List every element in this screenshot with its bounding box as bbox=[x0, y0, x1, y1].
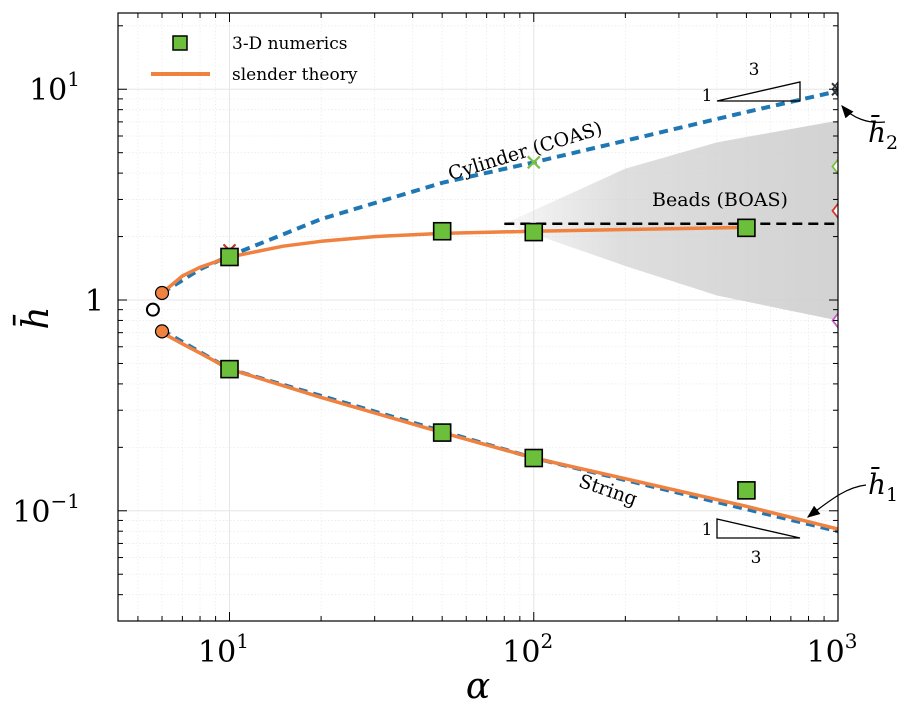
label-h1-sub: 1 bbox=[886, 484, 898, 506]
legend-label-theory: slender theory bbox=[232, 65, 358, 85]
data-markers bbox=[145, 81, 838, 500]
y-axis-title: h̄ bbox=[13, 306, 57, 329]
marker-diamond bbox=[831, 158, 838, 175]
y-tick-label: 10−1 bbox=[12, 489, 80, 530]
arrow-h2 bbox=[841, 105, 886, 124]
numerics-point bbox=[220, 359, 239, 379]
y-tick-label-base: 1 bbox=[85, 284, 104, 319]
x-tick-label-base: 10 bbox=[198, 635, 236, 670]
plot-background bbox=[118, 13, 838, 621]
label-h2-base: h̄ bbox=[868, 114, 886, 149]
x-tick-label-exp: 2 bbox=[540, 629, 553, 653]
slope-upper-run: 3 bbox=[749, 60, 760, 80]
series-lines bbox=[160, 89, 838, 534]
marker-x bbox=[526, 155, 541, 170]
x-tick-label-exp: 3 bbox=[845, 629, 858, 653]
x-tick-label-base: 10 bbox=[807, 635, 845, 670]
shaded-region bbox=[504, 120, 838, 321]
marker-circle bbox=[154, 285, 170, 301]
x-tick-label: 103 bbox=[807, 629, 858, 670]
slope-upper-rise: 1 bbox=[702, 86, 713, 106]
label-h1-text: h̄1 bbox=[868, 466, 898, 506]
x-axis-title: α bbox=[466, 666, 490, 705]
marker-diamond bbox=[831, 202, 838, 220]
numerics-point bbox=[220, 247, 239, 267]
slope-lower-run: 3 bbox=[751, 548, 762, 568]
slope-triangle-upper: 3 1 bbox=[702, 60, 801, 106]
label-h2-text: h̄2 bbox=[868, 114, 898, 154]
x-tick-label: 101 bbox=[198, 629, 249, 670]
y-tick-label: 101 bbox=[29, 67, 80, 108]
slope-triangle-lower-shape bbox=[716, 518, 801, 539]
y-tick-label-exp: 1 bbox=[67, 67, 80, 91]
theory-curve bbox=[161, 331, 838, 531]
label-h1: h̄1 bbox=[806, 466, 898, 518]
arrow-h1 bbox=[806, 484, 867, 518]
marker-star bbox=[831, 82, 838, 97]
numerics-point bbox=[524, 222, 544, 242]
marker-circle-open bbox=[145, 302, 160, 317]
theory-curve bbox=[160, 225, 747, 295]
numerics-point bbox=[432, 423, 452, 442]
marker-star-diamond bbox=[831, 81, 838, 98]
numerics-point bbox=[737, 218, 756, 238]
x-tick-label: 102 bbox=[502, 629, 553, 670]
slope-lower-rise: 1 bbox=[702, 520, 713, 540]
y-tick-label-base: 10 bbox=[29, 73, 67, 108]
label-h2-sub: 2 bbox=[886, 132, 898, 154]
plot-frame bbox=[117, 12, 839, 622]
numerics-point bbox=[524, 448, 544, 468]
axis-ticks bbox=[118, 13, 839, 622]
y-tick-label: 1 bbox=[85, 284, 104, 319]
annotation-beads: Beads (BOAS) bbox=[652, 189, 788, 211]
legend-marker-numerics bbox=[172, 35, 188, 51]
legend-label-numerics: 3-D numerics bbox=[232, 34, 347, 54]
label-h1-base: h̄ bbox=[868, 466, 886, 501]
dashed-curve bbox=[160, 89, 838, 295]
numerics-point bbox=[737, 481, 756, 500]
numerics-point bbox=[432, 221, 452, 241]
x-tick-label-exp: 1 bbox=[236, 629, 249, 653]
marker-circle bbox=[154, 324, 170, 339]
legend: 3-D numerics slender theory bbox=[151, 34, 358, 85]
slope-triangle-upper-shape bbox=[716, 81, 801, 102]
x-tick-label-base: 10 bbox=[502, 635, 540, 670]
label-h2: h̄2 bbox=[841, 105, 898, 154]
slope-triangle-lower: 3 1 bbox=[702, 518, 801, 568]
y-tick-label-exp: −1 bbox=[51, 489, 80, 513]
y-tick-label-base: 10 bbox=[12, 495, 50, 530]
